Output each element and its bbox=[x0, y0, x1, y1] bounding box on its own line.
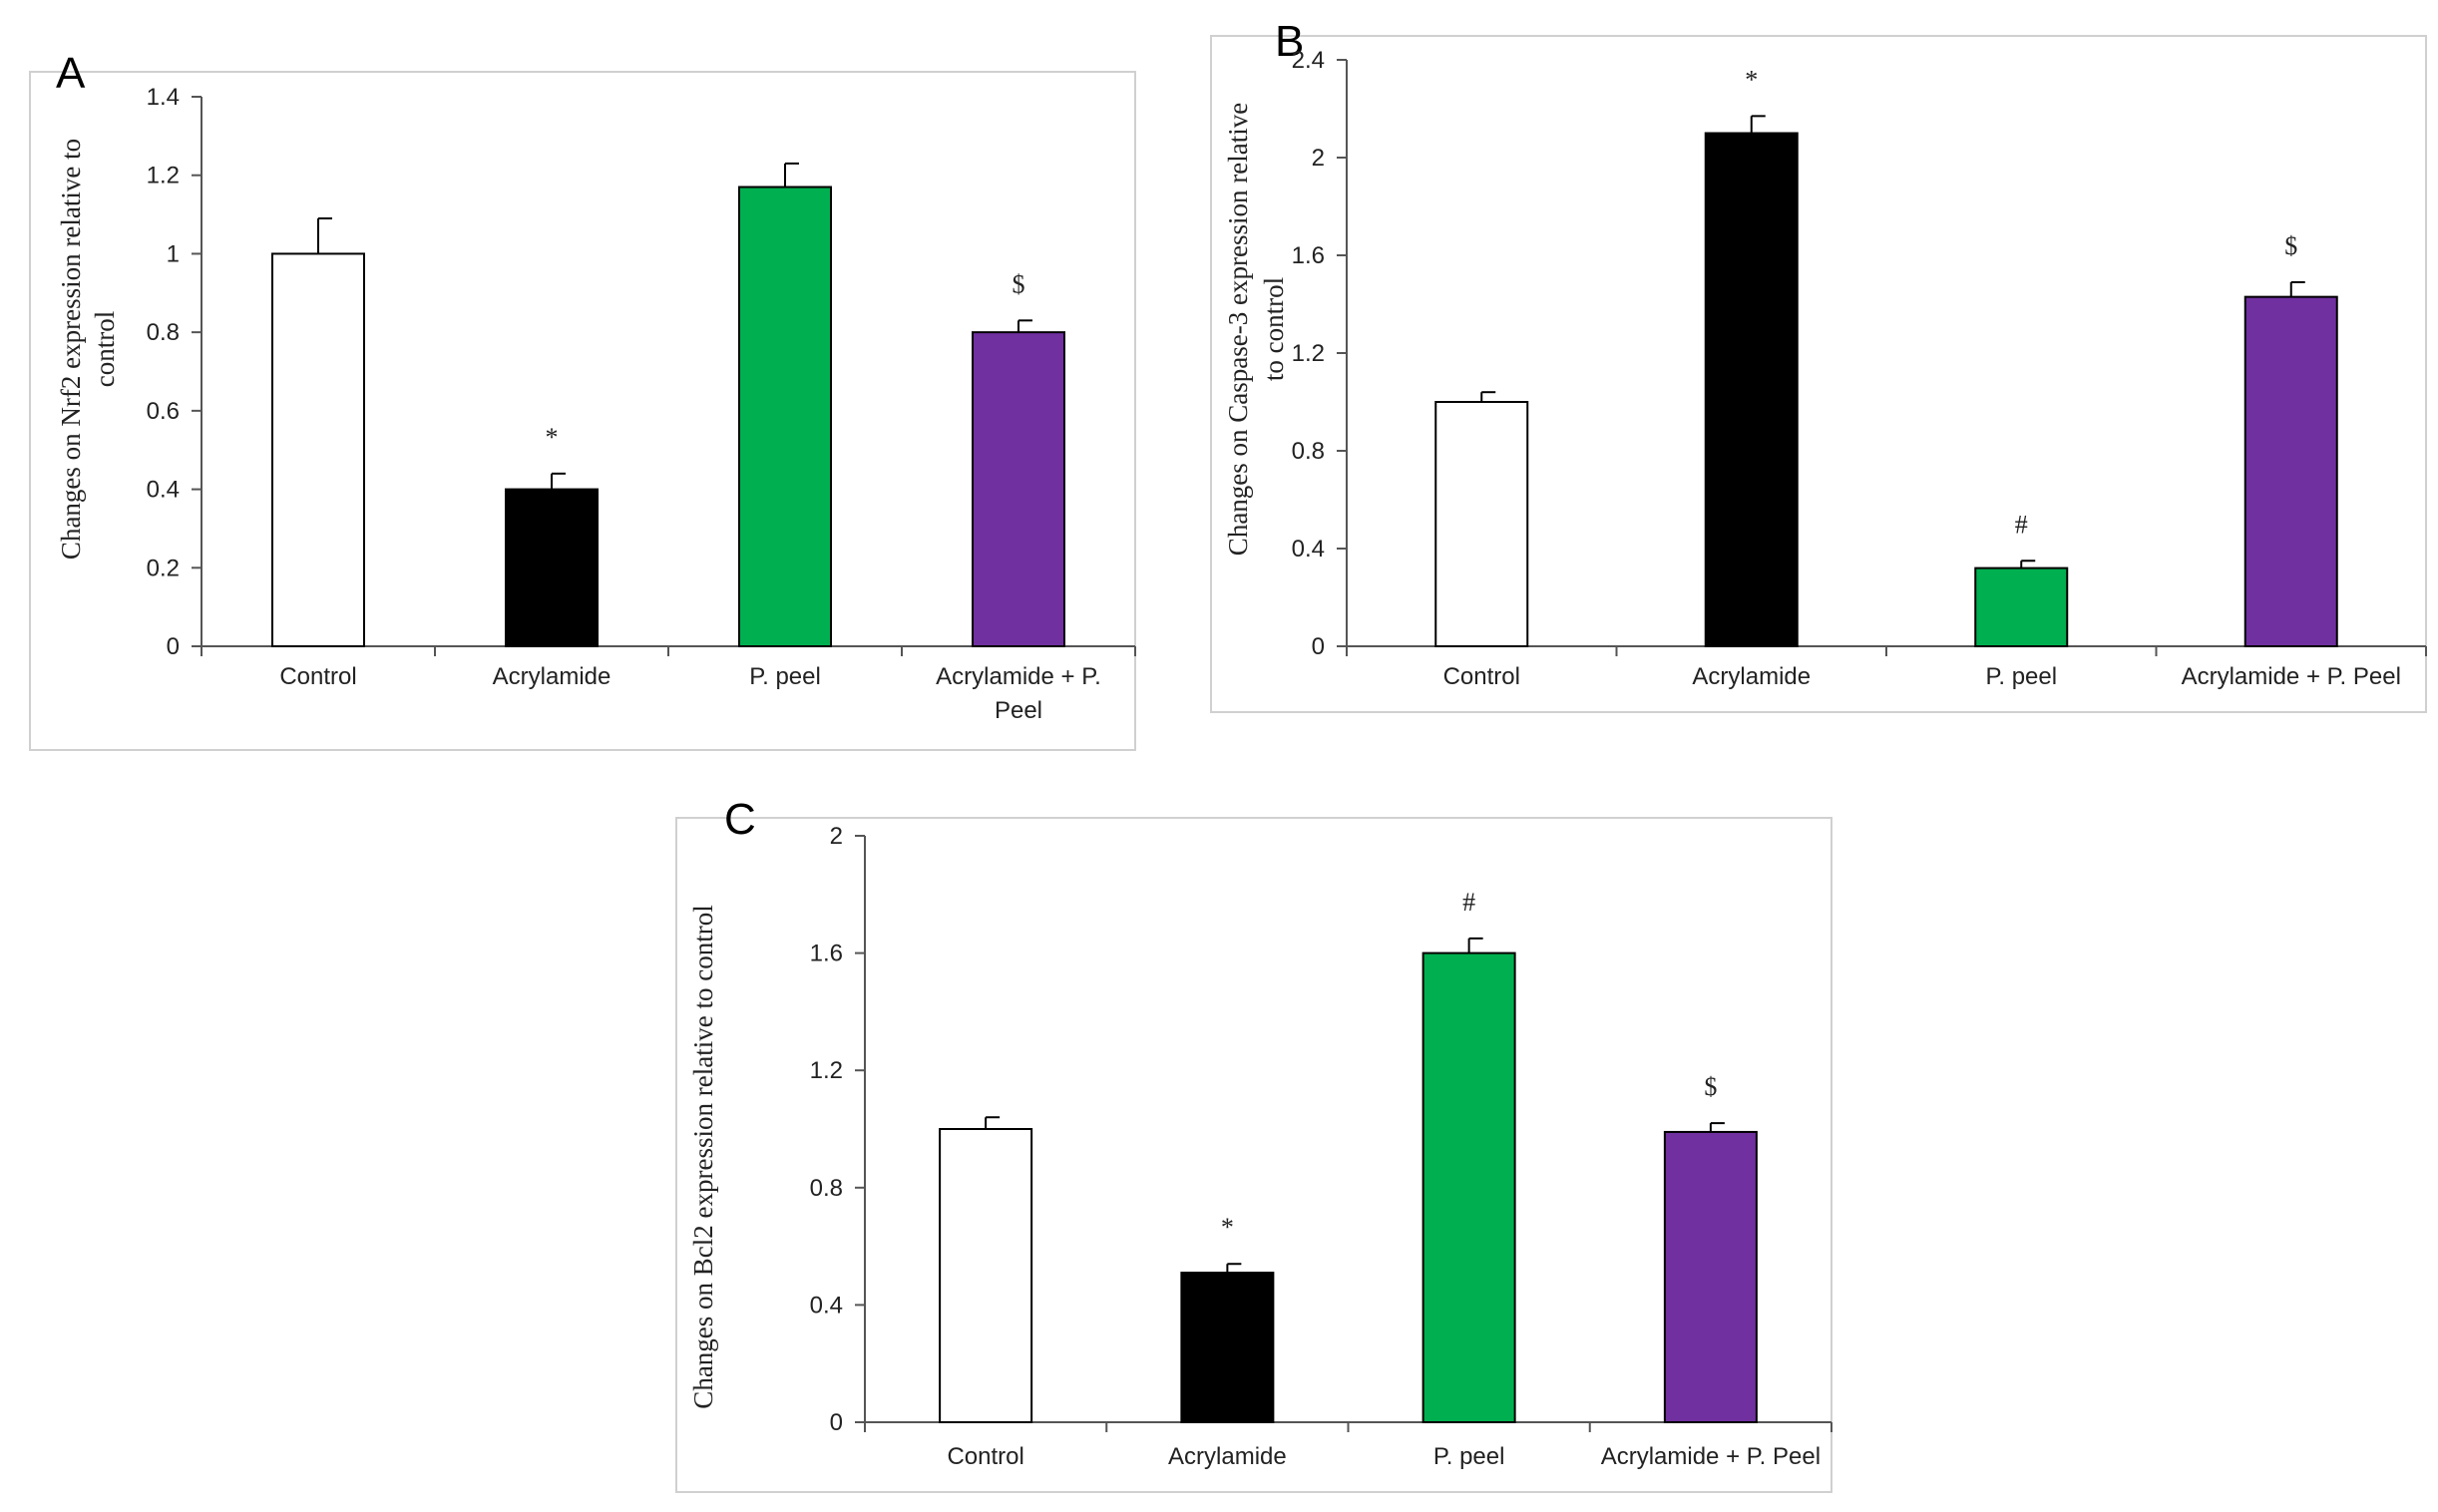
panel-a-ytick-label: 1.4 bbox=[147, 84, 180, 111]
panel-a-letter: A bbox=[56, 49, 86, 98]
panel-a-category-label: P. peel bbox=[749, 663, 821, 690]
panel-c-ytick-label: 2 bbox=[830, 823, 843, 850]
panel-c-category-label: Acrylamide + P. Peel bbox=[1601, 1443, 1821, 1470]
panel-a-ytick-label: 1 bbox=[167, 240, 180, 267]
panel-c-ytick-label: 1.6 bbox=[810, 941, 843, 967]
panel-a-bar bbox=[271, 252, 365, 648]
panel-a-bar bbox=[505, 488, 599, 648]
panel-a-ytick-label: 0.4 bbox=[147, 477, 180, 504]
panel-a-category-label: Peel bbox=[995, 697, 1042, 724]
panel-b-significance-marker: $ bbox=[2284, 231, 2297, 260]
panel-a-bar bbox=[972, 331, 1065, 647]
panel-b-category-label: Acrylamide + P. Peel bbox=[2182, 663, 2401, 690]
panel-a-ytick-label: 1.2 bbox=[147, 163, 180, 189]
panel-b-ytick-label: 0 bbox=[1312, 633, 1325, 660]
panel-b-frame bbox=[1210, 35, 2427, 713]
panel-c-significance-marker: * bbox=[1221, 1213, 1234, 1242]
panel-a-ytick-label: 0.8 bbox=[147, 319, 180, 346]
panel-a-ytick-label: 0.2 bbox=[147, 555, 180, 581]
panel-c-significance-marker: # bbox=[1462, 888, 1475, 917]
panel-c-bar bbox=[1180, 1272, 1275, 1424]
panel-a-significance-marker: * bbox=[546, 423, 559, 452]
panel-a-significance-marker: $ bbox=[1013, 269, 1025, 298]
panel-c-ytick-label: 0 bbox=[830, 1409, 843, 1436]
panel-a-plot: 0 0.2 0.4 0.6 0.8 1 1.2 1.4 Control * Acrylamide P.… bbox=[147, 84, 1136, 724]
panel-b-ytick-label: 1.6 bbox=[1292, 242, 1325, 269]
panel-b-ytick-label: 2 bbox=[1312, 145, 1325, 172]
panel-a-ytick-label: 0 bbox=[167, 633, 180, 660]
panel-c-ytick-label: 0.4 bbox=[810, 1292, 843, 1319]
panel-b-ylabel-line-1: Changes on Caspase-3 expression relative bbox=[1223, 103, 1253, 556]
panel-c-ytick-label: 1.2 bbox=[810, 1057, 843, 1084]
panel-c: C 0 0.4 0.8 1.2 1.6 2 Control * Acrylamide # P. pe… bbox=[675, 795, 1832, 1493]
panel-c-ytick-label: 0.8 bbox=[810, 1175, 843, 1202]
panel-b-letter: B bbox=[1275, 17, 1304, 66]
panel-b-category-label: Acrylamide bbox=[1692, 663, 1811, 690]
panel-b-ytick-label: 0.8 bbox=[1292, 438, 1325, 465]
panel-b-bar bbox=[1704, 132, 1799, 647]
panel-a-category-label: Control bbox=[279, 663, 356, 690]
panel-c-category-label: P. peel bbox=[1433, 1443, 1505, 1470]
panel-b-significance-marker: * bbox=[1745, 65, 1758, 94]
panel-b-plot: 0 0.4 0.8 1.2 1.6 2 2.4 Control * Acrylamide # P. p… bbox=[1292, 47, 2427, 690]
panel-a-ytick-label: 0.6 bbox=[147, 398, 180, 425]
panel-a-category-label: Acrylamide + P. bbox=[936, 663, 1101, 690]
panel-b-significance-marker: # bbox=[2015, 510, 2028, 539]
panel-c-significance-marker: $ bbox=[1704, 1072, 1717, 1101]
panel-b-ylabel-line-2: to control bbox=[1259, 277, 1289, 381]
panel-c-bar bbox=[1663, 1130, 1758, 1423]
panel-c-category-label: Acrylamide bbox=[1168, 1443, 1287, 1470]
panel-b-ytick-label: 1.2 bbox=[1292, 340, 1325, 367]
panel-b-ytick-label: 0.4 bbox=[1292, 536, 1325, 563]
panel-c-letter: C bbox=[724, 795, 756, 844]
panel-b-bar bbox=[2243, 295, 2338, 647]
panel-c-bar bbox=[1422, 951, 1516, 1423]
panel-b-category-label: Control bbox=[1443, 663, 1520, 690]
panel-b-bar bbox=[1434, 401, 1529, 647]
panel-a-category-label: Acrylamide bbox=[493, 663, 611, 690]
panel-c-category-label: Control bbox=[947, 1443, 1023, 1470]
panel-b: B 0 0.4 0.8 1.2 1.6 2 2.4 Control * Acrylamide # P.… bbox=[1210, 17, 2427, 713]
panel-c-bar bbox=[939, 1128, 1033, 1423]
panel-a: A 0 0.2 0.4 0.6 0.8 1 1.2 1.4 Control * Acrylamide… bbox=[29, 49, 1136, 751]
panel-c-plot: 0 0.4 0.8 1.2 1.6 2 Control * Acrylamide # P. peel… bbox=[810, 823, 1832, 1470]
panel-a-ylabel-line-2: control bbox=[90, 311, 120, 387]
panel-b-ytick-label: 2.4 bbox=[1292, 47, 1325, 74]
panel-b-category-label: P. peel bbox=[1985, 663, 2057, 690]
panel-a-bar bbox=[738, 186, 832, 647]
panel-a-ylabel-line-1: Changes on Nrf2 expression relative to bbox=[56, 139, 86, 560]
panel-c-ylabel: Changes on Bcl2 expression relative to c… bbox=[688, 905, 718, 1408]
panel-b-bar bbox=[1974, 567, 2069, 647]
